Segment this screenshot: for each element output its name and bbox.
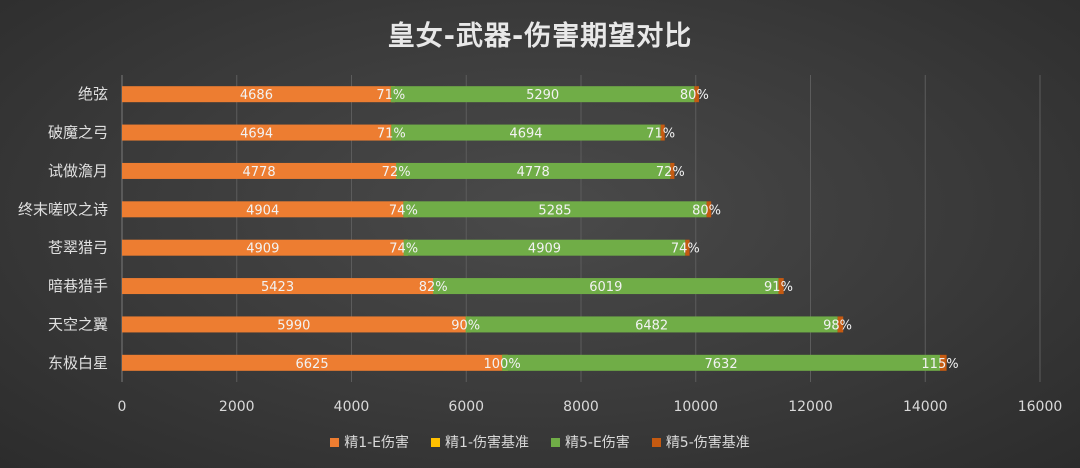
- x-tick-label: 8000: [563, 399, 599, 415]
- bar-jing1-e-damage: [122, 354, 503, 371]
- data-label-jing1-e-damage: 6625: [296, 357, 329, 372]
- data-label-jing5-baseline: 74%: [671, 242, 700, 257]
- legend-label-0: 精1-E伤害: [344, 435, 410, 451]
- bar-jing5-baseline: [837, 316, 844, 333]
- data-label-jing5-e-damage: 4909: [528, 242, 561, 257]
- category-label: 破魔之弓: [48, 124, 108, 142]
- data-label-jing1-baseline: 100%: [484, 357, 521, 372]
- bar-jing5-baseline: [660, 124, 665, 141]
- data-label-jing5-e-damage: 4778: [517, 165, 550, 180]
- legend-swatch-2: [551, 437, 560, 447]
- category-label: 绝弦: [78, 85, 108, 103]
- x-tick-label: 12000: [788, 399, 833, 415]
- legend-item-0: 精1-E伤害: [330, 432, 409, 452]
- data-label-jing5-e-damage: 5290: [526, 88, 559, 103]
- data-label-jing1-baseline: 82%: [419, 280, 448, 295]
- category-label: 东极白星: [48, 354, 108, 372]
- x-tick-label: 10000: [673, 399, 718, 415]
- legend-item-1: 精1-伤害基准: [431, 432, 529, 452]
- data-label-jing1-baseline: 90%: [451, 318, 480, 333]
- bar-jing1-e-damage: [122, 278, 434, 295]
- bar-jing1-e-damage: [122, 201, 404, 218]
- data-label-jing1-baseline: 72%: [382, 165, 411, 180]
- legend-label-2: 精5-E伤害: [565, 435, 630, 451]
- data-label-jing1-baseline: 71%: [376, 88, 405, 103]
- bar-jing5-e-damage: [433, 278, 779, 295]
- bar-jing5-baseline: [706, 201, 712, 218]
- bar-jing5-e-damage: [465, 316, 838, 333]
- data-label-jing1-e-damage: 5990: [277, 318, 310, 333]
- bar-jing5-e-damage: [502, 354, 940, 371]
- data-label-jing1-e-damage: 4778: [243, 165, 276, 180]
- bar-jing5-e-damage: [403, 201, 707, 218]
- chart-legend: 精1-E伤害 精1-伤害基准 精5-E伤害 精5-伤害基准: [0, 432, 1080, 452]
- bar-jing1-e-damage: [122, 162, 397, 179]
- data-label-jing1-e-damage: 4686: [240, 88, 273, 103]
- data-label-jing5-baseline: 72%: [656, 165, 685, 180]
- bar-jing5-e-damage: [391, 124, 661, 141]
- bar-jing1-e-damage: [122, 316, 466, 333]
- data-label-jing5-e-damage: 5285: [538, 203, 571, 218]
- bar-jing5-baseline: [685, 239, 690, 256]
- x-tick-label: 16000: [1018, 399, 1063, 415]
- bar-jing5-e-damage: [403, 239, 686, 256]
- data-label-jing1-e-damage: 4909: [246, 242, 279, 257]
- category-label: 苍翠猎弓: [48, 239, 108, 257]
- bar-jing5-e-damage: [390, 86, 695, 103]
- bar-jing1-e-damage: [122, 239, 404, 256]
- bar-jing5-baseline: [778, 278, 784, 295]
- x-tick-label: 14000: [903, 399, 948, 415]
- category-label: 终末嗟叹之诗: [18, 200, 108, 218]
- data-label-jing5-baseline: 80%: [692, 203, 721, 218]
- data-label-jing1-baseline: 71%: [377, 127, 406, 142]
- legend-swatch-3: [651, 437, 661, 447]
- legend-item-2: 精5-E伤害: [551, 432, 630, 452]
- data-label-jing1-baseline: 74%: [389, 242, 418, 257]
- bar-jing5-e-damage: [396, 162, 671, 179]
- category-label: 试做澹月: [48, 162, 108, 180]
- data-label-jing5-baseline: 115%: [921, 357, 958, 372]
- legend-item-3: 精5-伤害基准: [651, 432, 750, 452]
- data-label-jing5-e-damage: 7632: [705, 357, 738, 372]
- x-tick-label: 2000: [219, 399, 255, 415]
- data-label-jing5-baseline: 91%: [764, 280, 793, 295]
- legend-label-3: 精5-伤害基准: [665, 435, 750, 451]
- data-label-jing5-e-damage: 6019: [589, 280, 622, 295]
- legend-swatch-1: [431, 437, 441, 447]
- bar-jing5-baseline: [694, 86, 699, 103]
- data-label-jing5-e-damage: 6482: [635, 318, 668, 333]
- bar-jing5-baseline: [939, 354, 947, 371]
- bar-jing5-baseline: [670, 162, 675, 179]
- x-tick-label: 0: [118, 399, 127, 415]
- data-label-jing1-e-damage: 5423: [261, 280, 294, 295]
- legend-label-1: 精1-伤害基准: [445, 435, 529, 451]
- legend-swatch-0: [330, 437, 340, 447]
- data-label-jing1-baseline: 74%: [389, 203, 418, 218]
- data-label-jing5-baseline: 71%: [646, 127, 675, 142]
- data-label-jing1-e-damage: 4694: [240, 127, 273, 142]
- chart-title: 皇女-武器-伤害期望对比: [387, 21, 693, 52]
- data-label-jing5-baseline: 98%: [823, 318, 852, 333]
- category-label: 暗巷猎手: [48, 277, 108, 295]
- category-label: 天空之翼: [48, 315, 108, 333]
- bar-jing1-e-damage: [122, 124, 392, 141]
- bar-jing1-e-damage: [122, 86, 391, 103]
- data-label-jing1-e-damage: 4904: [246, 203, 279, 218]
- x-tick-label: 4000: [334, 399, 370, 415]
- data-label-jing5-e-damage: 4694: [509, 127, 542, 142]
- data-label-jing5-baseline: 80%: [680, 88, 709, 103]
- x-tick-label: 6000: [448, 399, 484, 415]
